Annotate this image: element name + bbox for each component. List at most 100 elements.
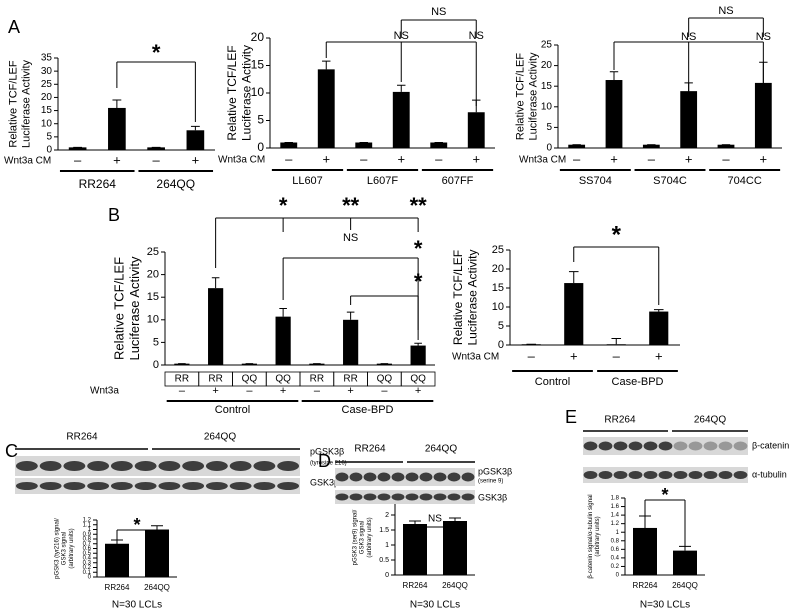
blot-band xyxy=(405,472,419,482)
y-axis-label: pGSK3 (ser9) signal/ xyxy=(352,509,358,565)
bar xyxy=(309,363,325,365)
error-bar xyxy=(568,271,579,284)
y-axis-label: Luciferase Activity xyxy=(21,59,33,148)
blot-band xyxy=(39,461,62,471)
blot-band xyxy=(391,493,405,501)
error-bar xyxy=(151,525,163,530)
x-tick-label: 264QQ xyxy=(144,583,170,592)
y-axis-label: Relative TCF/LEF xyxy=(451,250,465,345)
blot-band xyxy=(134,482,157,490)
blot-band xyxy=(688,471,703,479)
y-tick-label: 20 xyxy=(41,92,53,103)
blot-band xyxy=(733,441,748,451)
significance-label: NS xyxy=(431,6,446,18)
y-axis-label: (arbitrary units) xyxy=(367,517,373,557)
significance-label: ** xyxy=(410,193,428,218)
y-tick-label: 0 xyxy=(546,143,552,154)
y-tick-label: 1.5 xyxy=(379,527,389,534)
row-label: Wnt3a CM xyxy=(4,156,51,167)
x-tick-label: – xyxy=(285,151,293,166)
y-tick-label: 0 xyxy=(46,145,52,156)
blot-band xyxy=(335,493,349,501)
treatment-label: – xyxy=(314,385,321,397)
blot-band xyxy=(205,482,228,490)
y-tick-label: 0.9 xyxy=(83,532,92,538)
blot-band xyxy=(349,493,363,501)
group-label: Control xyxy=(535,376,570,388)
panel-label: B xyxy=(108,205,120,225)
y-tick-label: 20 xyxy=(251,30,265,44)
bar xyxy=(605,80,623,148)
y-tick-label: 10 xyxy=(41,118,53,129)
blot-band-label: α-tubulin xyxy=(752,469,787,479)
y-tick-label: 1 xyxy=(88,527,92,533)
y-tick-label: 5 xyxy=(46,131,52,142)
blot-band xyxy=(87,461,110,471)
bar xyxy=(410,345,426,365)
blot-band xyxy=(63,482,86,490)
blot-band xyxy=(658,441,673,451)
y-tick-label: 0.1 xyxy=(83,570,92,576)
y-tick-label: 0.6 xyxy=(83,546,92,552)
y-tick-label: 0.4 xyxy=(611,555,620,561)
footer: N=30 LCLs xyxy=(410,600,460,611)
bar xyxy=(680,91,698,148)
x-tick-label: + xyxy=(570,348,578,363)
y-axis-label: (arbitrary units) xyxy=(69,528,75,568)
y-axis-label: Luciferase Activity xyxy=(127,256,142,361)
treatment-label: + xyxy=(415,385,421,397)
significance-label: * xyxy=(414,236,423,261)
panel-label: A xyxy=(8,17,20,37)
blot-band xyxy=(349,472,363,482)
footer: N=30 LCLs xyxy=(640,600,690,611)
group-label: Case-BPD xyxy=(612,376,664,388)
bar xyxy=(280,142,298,148)
x-tick-label: – xyxy=(74,152,82,167)
significance-bracket xyxy=(688,17,764,37)
blot-band xyxy=(110,482,133,490)
blot-band xyxy=(253,482,276,490)
significance-bracket xyxy=(116,61,196,122)
bar xyxy=(145,529,169,577)
y-tick-label: 0 xyxy=(88,575,92,581)
x-tick-label: – xyxy=(528,348,536,363)
group-label: 264QQ xyxy=(156,177,195,191)
x-tick-label: RR xyxy=(175,374,189,385)
blot-band xyxy=(733,471,748,479)
y-tick-label: 0.7 xyxy=(83,541,92,547)
blot-band xyxy=(377,472,391,482)
bar xyxy=(355,142,373,148)
blot-band xyxy=(134,461,157,471)
significance-bracket xyxy=(644,499,686,546)
blot-band xyxy=(718,441,733,451)
panel-label: C xyxy=(5,441,18,461)
blot-group-label: RR264 xyxy=(354,444,386,455)
x-tick-label: + xyxy=(322,151,330,166)
y-axis-label: Relative TCF/LEF xyxy=(7,60,19,147)
blot-band xyxy=(391,472,405,482)
error-bar xyxy=(322,60,331,70)
blot-band xyxy=(363,472,377,482)
y-tick-label: 1.8 xyxy=(611,496,620,502)
bar xyxy=(275,316,291,365)
significance-bracket xyxy=(325,41,477,106)
y-tick-label: 1 xyxy=(616,530,620,536)
group-label: LL607 xyxy=(292,175,323,187)
significance-bracket xyxy=(215,217,419,268)
y-tick-label: 0.6 xyxy=(611,547,620,553)
y-tick-label: 0.4 xyxy=(83,556,92,562)
significance-label: * xyxy=(279,193,288,218)
x-tick-label: + xyxy=(760,151,768,166)
blot-band xyxy=(419,493,433,501)
y-tick-label: 0 xyxy=(257,140,264,154)
row-label: Wnt3a CM xyxy=(452,352,499,363)
blot-band xyxy=(110,461,133,471)
bar xyxy=(564,283,584,345)
blot-band xyxy=(63,461,86,471)
y-tick-label: 15 xyxy=(541,81,553,92)
bar xyxy=(717,144,735,148)
blot-band xyxy=(182,482,205,490)
error-bar xyxy=(397,84,406,92)
y-tick-label: 0.2 xyxy=(611,564,620,570)
blot-band xyxy=(613,471,628,479)
